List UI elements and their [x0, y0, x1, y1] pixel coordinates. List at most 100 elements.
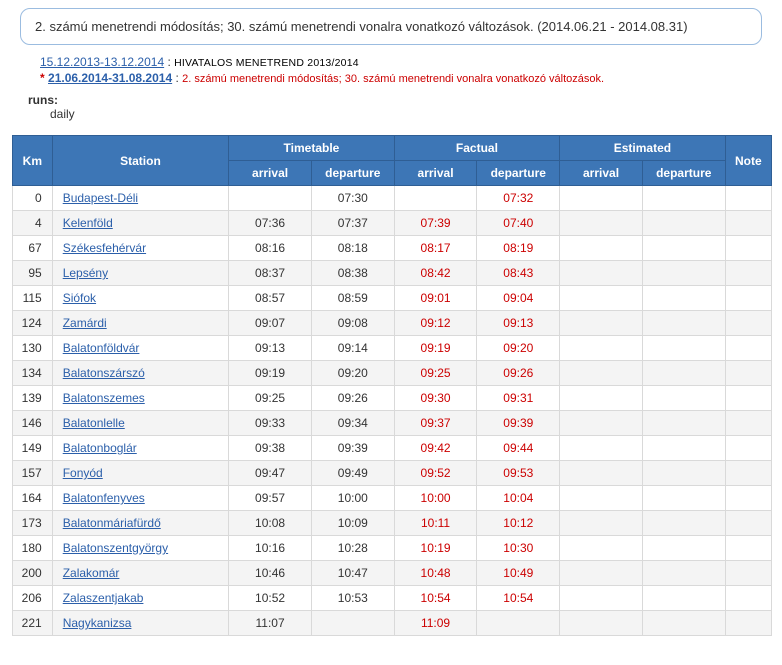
table-row: 95Lepsény08:3708:3808:4208:43 [13, 261, 772, 286]
station-link[interactable]: Balatonmáriafürdő [63, 516, 161, 530]
cell-km: 134 [13, 361, 53, 386]
cell-factual-departure: 09:53 [477, 461, 560, 486]
cell-factual-arrival: 08:17 [394, 236, 477, 261]
cell-timetable-arrival [229, 186, 312, 211]
period-link[interactable]: 21.06.2014-31.08.2014 [48, 71, 172, 85]
cell-station: Székesfehérvár [52, 236, 229, 261]
cell-timetable-departure: 10:53 [311, 586, 394, 611]
cell-km: 206 [13, 586, 53, 611]
station-link[interactable]: Zalakomár [63, 566, 120, 580]
station-link[interactable]: Zamárdi [63, 316, 107, 330]
cell-timetable-departure: 09:14 [311, 336, 394, 361]
cell-note [725, 361, 771, 386]
station-link[interactable]: Balatonszemes [63, 391, 145, 405]
cell-factual-departure: 07:32 [477, 186, 560, 211]
cell-note [725, 486, 771, 511]
cell-factual-arrival: 10:54 [394, 586, 477, 611]
cell-station: Balatonlelle [52, 411, 229, 436]
cell-factual-departure: 09:26 [477, 361, 560, 386]
cell-km: 124 [13, 311, 53, 336]
cell-timetable-departure: 08:59 [311, 286, 394, 311]
station-link[interactable]: Budapest-Déli [63, 191, 138, 205]
cell-estimated-departure [642, 611, 725, 636]
cell-timetable-departure: 09:49 [311, 461, 394, 486]
table-row: 206Zalaszentjakab10:5210:5310:5410:54 [13, 586, 772, 611]
station-link[interactable]: Balatonföldvár [63, 341, 140, 355]
cell-station: Balatonföldvár [52, 336, 229, 361]
station-link[interactable]: Balatonlelle [63, 416, 125, 430]
cell-station: Budapest-Déli [52, 186, 229, 211]
cell-note [725, 436, 771, 461]
cell-note [725, 186, 771, 211]
cell-timetable-arrival: 11:07 [229, 611, 312, 636]
cell-factual-arrival: 08:42 [394, 261, 477, 286]
table-row: 67Székesfehérvár08:1608:1808:1708:19 [13, 236, 772, 261]
period-separator: : [172, 71, 182, 85]
station-link[interactable]: Lepsény [63, 266, 108, 280]
cell-timetable-arrival: 08:16 [229, 236, 312, 261]
station-link[interactable]: Balatonszárszó [63, 366, 145, 380]
cell-estimated-arrival [560, 436, 643, 461]
cell-timetable-departure: 09:20 [311, 361, 394, 386]
cell-estimated-arrival [560, 236, 643, 261]
cell-note [725, 586, 771, 611]
cell-station: Balatonmáriafürdő [52, 511, 229, 536]
cell-estimated-arrival [560, 311, 643, 336]
cell-factual-departure: 08:19 [477, 236, 560, 261]
cell-note [725, 311, 771, 336]
station-link[interactable]: Fonyód [63, 466, 103, 480]
cell-factual-arrival [394, 186, 477, 211]
cell-estimated-departure [642, 586, 725, 611]
cell-factual-departure [477, 611, 560, 636]
period-description: 2. számú menetrendi módosítás; 30. számú… [182, 73, 604, 85]
cell-timetable-arrival: 09:38 [229, 436, 312, 461]
station-link[interactable]: Nagykanizsa [63, 616, 132, 630]
station-link[interactable]: Balatonboglár [63, 441, 137, 455]
station-link[interactable]: Balatonszentgyörgy [63, 541, 168, 555]
station-link[interactable]: Balatonfenyves [63, 491, 145, 505]
cell-km: 221 [13, 611, 53, 636]
cell-timetable-arrival: 10:08 [229, 511, 312, 536]
cell-km: 130 [13, 336, 53, 361]
table-row: 130Balatonföldvár09:1309:1409:1909:20 [13, 336, 772, 361]
cell-timetable-arrival: 08:37 [229, 261, 312, 286]
period-star: * [40, 71, 48, 85]
cell-station: Balatonboglár [52, 436, 229, 461]
runs-block: runs: daily [28, 93, 782, 121]
cell-note [725, 461, 771, 486]
cell-station: Nagykanizsa [52, 611, 229, 636]
notice-box: 2. számú menetrendi módosítás; 30. számú… [20, 8, 762, 45]
cell-timetable-departure: 10:00 [311, 486, 394, 511]
cell-km: 95 [13, 261, 53, 286]
cell-timetable-departure [311, 611, 394, 636]
cell-estimated-departure [642, 411, 725, 436]
validity-periods: 15.12.2013-13.12.2014 : HIVATALOS MENETR… [40, 55, 782, 85]
cell-factual-arrival: 09:01 [394, 286, 477, 311]
table-row: 115Siófok08:5708:5909:0109:04 [13, 286, 772, 311]
table-row: 146Balatonlelle09:3309:3409:3709:39 [13, 411, 772, 436]
cell-note [725, 261, 771, 286]
table-row: 157Fonyód09:4709:4909:5209:53 [13, 461, 772, 486]
cell-note [725, 561, 771, 586]
cell-factual-arrival: 09:30 [394, 386, 477, 411]
cell-factual-departure: 10:12 [477, 511, 560, 536]
table-row: 149Balatonboglár09:3809:3909:4209:44 [13, 436, 772, 461]
table-row: 173Balatonmáriafürdő10:0810:0910:1110:12 [13, 511, 772, 536]
header-t-dep: departure [311, 161, 394, 186]
cell-estimated-departure [642, 261, 725, 286]
station-link[interactable]: Zalaszentjakab [63, 591, 144, 605]
cell-estimated-arrival [560, 411, 643, 436]
cell-factual-arrival: 10:00 [394, 486, 477, 511]
cell-km: 139 [13, 386, 53, 411]
table-row: 139Balatonszemes09:2509:2609:3009:31 [13, 386, 772, 411]
table-row: 4Kelenföld07:3607:3707:3907:40 [13, 211, 772, 236]
cell-factual-departure: 09:31 [477, 386, 560, 411]
station-link[interactable]: Kelenföld [63, 216, 113, 230]
cell-station: Lepsény [52, 261, 229, 286]
station-link[interactable]: Székesfehérvár [63, 241, 146, 255]
cell-estimated-arrival [560, 611, 643, 636]
station-link[interactable]: Siófok [63, 291, 96, 305]
timetable-table: Km Station Timetable Factual Estimated N… [12, 135, 772, 636]
period-link[interactable]: 15.12.2013-13.12.2014 [40, 55, 164, 69]
cell-factual-departure: 07:40 [477, 211, 560, 236]
